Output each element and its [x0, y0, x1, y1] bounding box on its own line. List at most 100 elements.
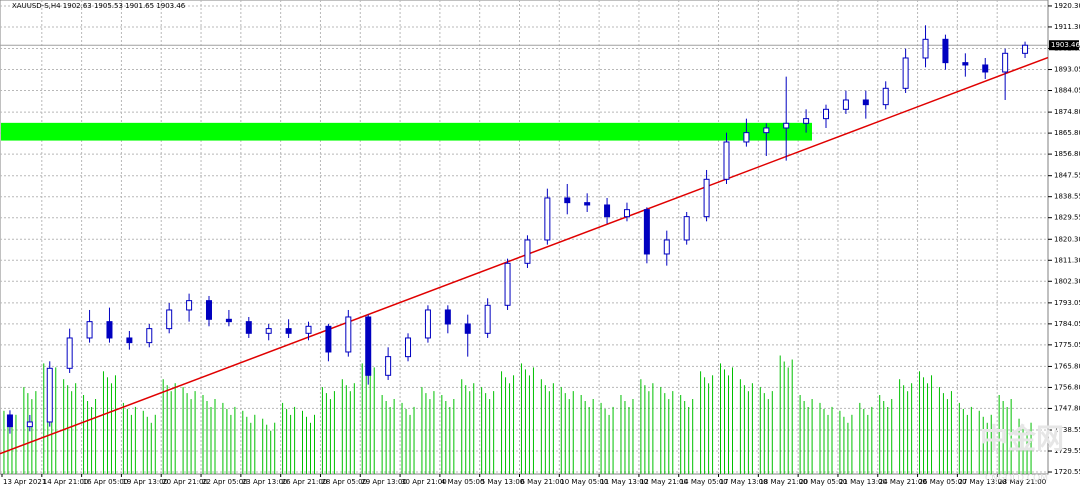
candle-body: [424, 309, 431, 339]
candle-body: [225, 318, 232, 323]
candle-body: [1022, 44, 1029, 54]
candle-body: [484, 304, 491, 334]
candle-body: [6, 414, 13, 428]
candle-body: [504, 262, 511, 306]
x-tick-label: 13 Apr 2021: [3, 478, 46, 486]
candle-body: [1002, 52, 1009, 73]
candle-body: [345, 316, 352, 353]
watermark-sub: CNGOLD.COM: [985, 474, 1048, 484]
y-tick-label: 1874.80: [1054, 108, 1080, 116]
candle-body: [66, 337, 73, 369]
candle-body: [46, 367, 53, 423]
candle-body: [962, 62, 969, 66]
candle-body: [902, 57, 909, 89]
x-tick-label: 28 Apr 05:00: [321, 478, 367, 486]
candle-body: [823, 108, 830, 120]
candle-body: [803, 118, 810, 124]
candle-body: [763, 127, 770, 134]
y-tick-label: 1756.80: [1054, 383, 1080, 391]
y-tick-label: 1820.30: [1054, 235, 1080, 243]
candle-body: [464, 323, 471, 334]
candle-body: [623, 209, 630, 218]
candle-body: [643, 209, 650, 255]
y-tick-label: 1784.05: [1054, 320, 1080, 328]
candle-body: [265, 328, 272, 334]
candle-body: [205, 300, 212, 320]
candle-body: [882, 87, 889, 106]
y-tick-label: 1884.05: [1054, 87, 1080, 95]
x-tick-label: 17 May 13:00: [720, 478, 768, 486]
x-tick-label: 14 Apr 21:00: [43, 478, 89, 486]
candle-body: [982, 64, 989, 73]
y-tick-label: 1720.55: [1054, 468, 1080, 476]
x-tick-label: 29 Apr 13:00: [361, 478, 407, 486]
zone: [1, 122, 812, 141]
candle-body: [524, 239, 531, 264]
candle-body: [663, 239, 670, 255]
y-tick-label: 1920.30: [1054, 2, 1080, 10]
y-tick-label: 1838.55: [1054, 193, 1080, 201]
last-price-box: [1049, 40, 1079, 51]
x-tick-label: 22 Apr 05:00: [202, 478, 248, 486]
last-price-label: 1903.46: [1051, 41, 1080, 49]
candle-body: [365, 316, 372, 376]
x-tick-label: 30 Apr 21:00: [401, 478, 447, 486]
candle-body: [604, 204, 611, 218]
candle-body: [385, 356, 392, 376]
candle-body: [245, 321, 252, 334]
y-tick-label: 1893.05: [1054, 66, 1080, 74]
candle-body: [444, 309, 451, 325]
x-tick-label: 27 May 13:00: [958, 478, 1006, 486]
y-tick-label: 1847.55: [1054, 172, 1080, 180]
candle-body: [285, 328, 292, 334]
candle-body: [584, 202, 591, 206]
x-tick-label: 6 May 21:00: [521, 478, 565, 486]
x-tick-label: 12 May 21:00: [640, 478, 688, 486]
y-tick-label: 1865.80: [1054, 129, 1080, 137]
y-tick-label: 1911.30: [1054, 23, 1080, 31]
candle-body: [305, 325, 312, 334]
candle-body: [564, 197, 571, 204]
candle-body: [723, 141, 730, 180]
x-tick-label: 24 May 21:00: [879, 478, 927, 486]
y-tick-label: 1793.05: [1054, 299, 1080, 307]
candle-body: [842, 99, 849, 110]
y-tick-label: 1729.55: [1054, 447, 1080, 455]
candle-body: [743, 132, 750, 143]
candle-body: [783, 122, 790, 129]
y-tick-label: 1775.05: [1054, 341, 1080, 349]
candle-body: [86, 321, 93, 339]
candle-body: [683, 216, 690, 241]
x-tick-label: 26 May 05:00: [919, 478, 967, 486]
y-tick-label: 1738.55: [1054, 426, 1080, 434]
y-tick-label: 1829.55: [1054, 214, 1080, 222]
x-tick-label: 11 May 13:00: [600, 478, 648, 486]
x-tick-label: 23 Apr 13:00: [242, 478, 288, 486]
candle-body: [703, 178, 710, 218]
x-tick-label: 5 May 13:00: [481, 478, 525, 486]
y-tick-label: 1802.30: [1054, 277, 1080, 285]
trendline: [0, 56, 1049, 455]
candle-body: [106, 321, 113, 339]
watermark: 中金网: [980, 422, 1064, 455]
candle-body: [862, 99, 869, 106]
x-tick-label: 20 May 05:00: [799, 478, 847, 486]
y-tick-label: 1765.80: [1054, 362, 1080, 370]
y-tick-label: 1747.80: [1054, 404, 1080, 412]
x-tick-label: 16 Apr 05:00: [83, 478, 129, 486]
x-tick-label: 19 Apr 13:00: [122, 478, 168, 486]
x-tick-label: 14 May 05:00: [680, 478, 728, 486]
candle-body: [26, 421, 33, 428]
candle-body: [942, 38, 949, 64]
candle-body: [405, 337, 412, 358]
x-tick-label: 4 May 05:00: [441, 478, 485, 486]
candle-body: [544, 197, 551, 241]
x-tick-label: 20 Apr 21:00: [162, 478, 208, 486]
plot-area: [0, 0, 1049, 475]
candle-body: [166, 309, 173, 330]
x-tick-label: 18 May 21:00: [759, 478, 807, 486]
x-tick-label: 28 May 21:00: [998, 478, 1046, 486]
y-tick-label: 1856.80: [1054, 150, 1080, 158]
candle-body: [126, 337, 133, 344]
